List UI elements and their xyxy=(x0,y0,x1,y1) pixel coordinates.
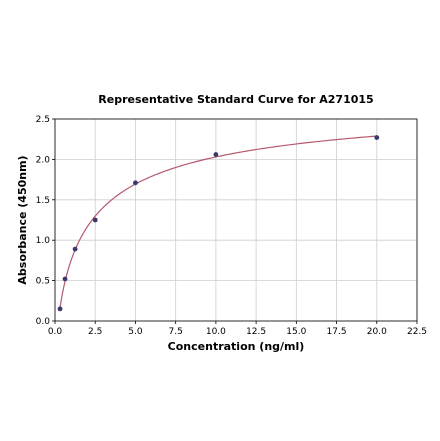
data-point xyxy=(62,276,68,282)
y-tick-label: 2.5 xyxy=(36,115,50,125)
x-axis-label: Concentration (ng/ml) xyxy=(168,340,305,353)
y-tick-label: 1.0 xyxy=(36,236,51,246)
fit-curve-layer xyxy=(59,135,377,308)
x-tick-label: 10.0 xyxy=(206,327,226,337)
x-tick-label: 22.5 xyxy=(407,327,427,337)
grid xyxy=(54,118,418,322)
data-point xyxy=(374,135,380,140)
x-axis-ticks: 0.0 2.5 5.0 7.5 10.0 12.5 15.0 17.5 20.0 22.5 xyxy=(48,321,427,337)
data-point xyxy=(57,306,63,312)
data-point xyxy=(133,180,138,186)
y-tick-label: 0.5 xyxy=(36,277,50,287)
x-tick-label: 20.0 xyxy=(367,327,387,337)
x-tick-label: 0.0 xyxy=(48,327,63,337)
data-point xyxy=(72,246,78,252)
y-tick-label: 1.5 xyxy=(36,196,50,206)
data-point xyxy=(213,152,219,157)
x-tick-label: 15.0 xyxy=(286,327,306,337)
chart-title: Representative Standard Curve for A27101… xyxy=(98,93,373,106)
x-tick-label: 2.5 xyxy=(88,327,102,337)
x-tick-label: 7.5 xyxy=(169,327,183,337)
y-tick-label: 2.0 xyxy=(36,155,51,165)
x-tick-label: 5.0 xyxy=(128,327,143,337)
data-points xyxy=(57,135,380,312)
x-tick-label: 17.5 xyxy=(327,327,347,337)
x-tick-label: 12.5 xyxy=(246,327,266,337)
plot-frame xyxy=(54,118,418,322)
data-point xyxy=(92,217,98,223)
y-axis-label: Absorbance (450nm) xyxy=(16,155,29,284)
y-axis-ticks: 0.0 0.5 1.0 1.5 2.0 2.5 xyxy=(36,115,55,327)
fit-curve xyxy=(59,135,377,308)
y-tick-label: 0.0 xyxy=(36,317,51,327)
